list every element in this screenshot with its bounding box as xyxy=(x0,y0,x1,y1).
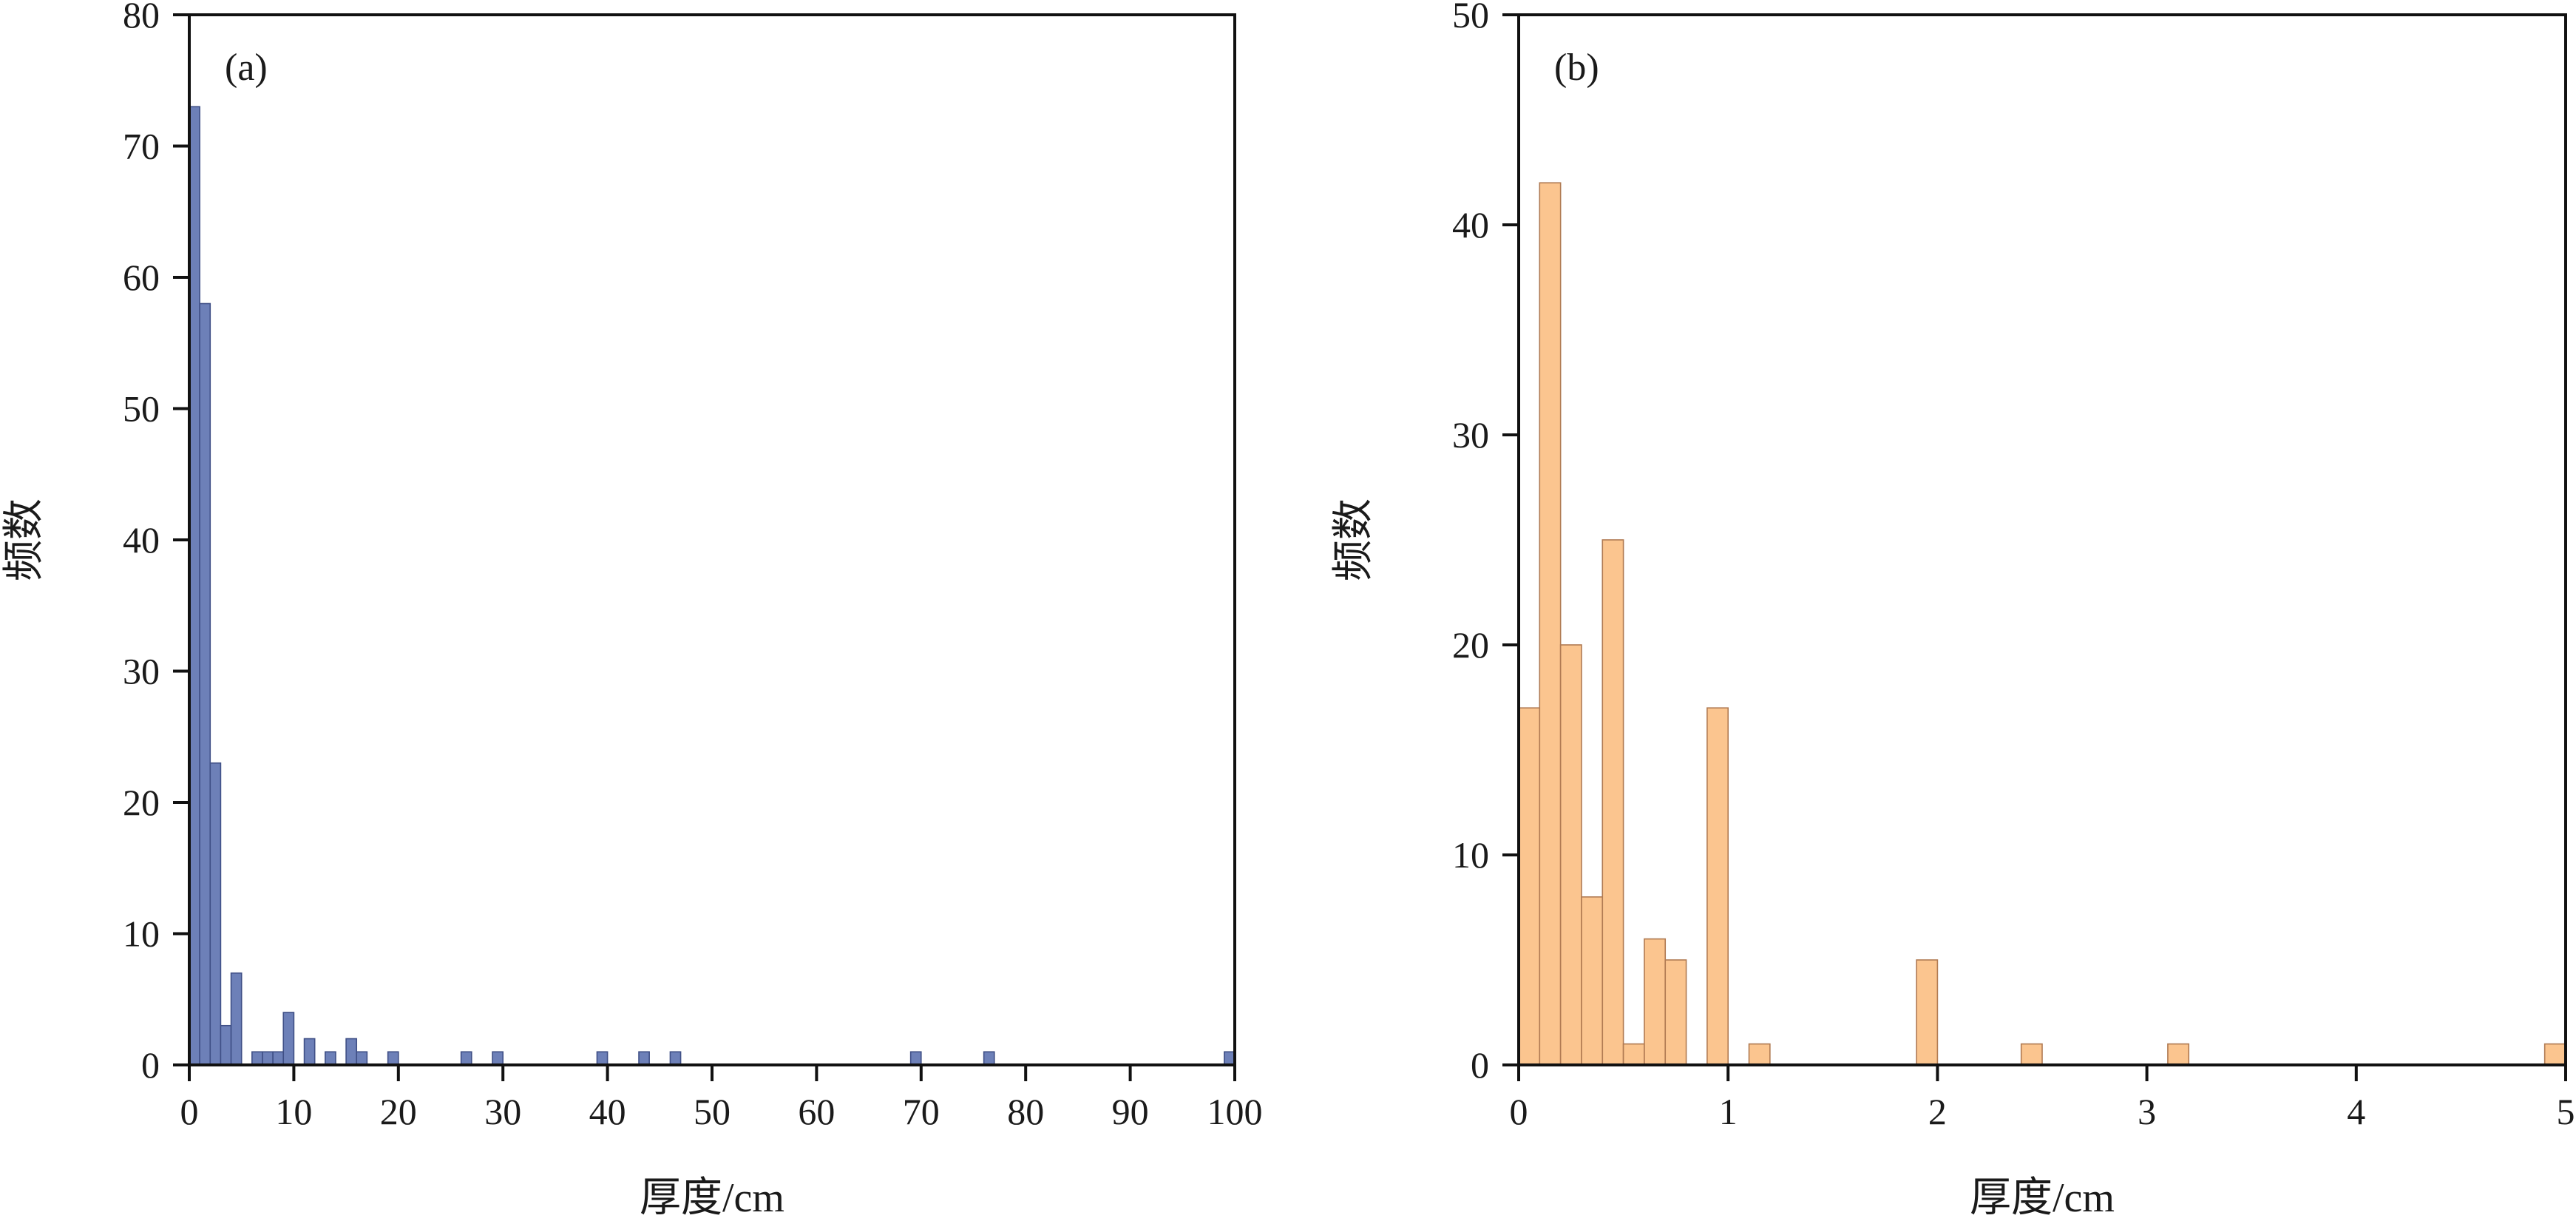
histogram-bar xyxy=(387,1051,399,1066)
x-tick-label: 10 xyxy=(275,1091,312,1132)
x-tick-label: 50 xyxy=(694,1091,731,1132)
histogram-bar xyxy=(1224,1051,1236,1066)
histogram-bar xyxy=(220,1024,232,1066)
x-tick-label: 90 xyxy=(1112,1091,1149,1132)
x-tick-label: 20 xyxy=(380,1091,417,1132)
histogram-bar xyxy=(460,1051,472,1066)
histogram-bar xyxy=(1916,959,1939,1066)
histogram-bar xyxy=(356,1051,368,1066)
x-tick-label: 4 xyxy=(2347,1091,2365,1132)
histogram-bar xyxy=(1518,707,1541,1066)
y-tick-label: 50 xyxy=(1452,0,1489,35)
y-tick-label: 70 xyxy=(123,126,160,167)
histogram-bar xyxy=(282,1012,295,1066)
histogram-bar xyxy=(669,1051,682,1066)
histogram-bar xyxy=(1622,1043,1645,1066)
x-tick-label: 3 xyxy=(2138,1091,2156,1132)
panel-label: (a) xyxy=(225,47,268,89)
histogram-bar xyxy=(209,762,222,1066)
plot-frame xyxy=(188,13,1236,1066)
y-tick-label: 30 xyxy=(123,651,160,692)
plot-frame xyxy=(1517,13,2567,1066)
panel-label: (b) xyxy=(1554,47,1599,89)
y-axis-label: 频数 xyxy=(1331,498,1377,581)
panel-a: 0 10 20 30 40 50 60 70 80 90 100 0 10 20 30 40 50 60 70 80 (… xyxy=(1,0,1263,1221)
y-tick-label: 10 xyxy=(1452,834,1489,876)
histogram-bar xyxy=(345,1038,358,1066)
y-tick-label: 10 xyxy=(123,913,160,955)
y-tick-label: 40 xyxy=(1452,204,1489,246)
x-tick-label: 100 xyxy=(1207,1091,1263,1132)
x-axis-label: 厚度/cm xyxy=(1970,1175,2115,1221)
y-tick-label: 20 xyxy=(123,782,160,823)
y-axis-label: 频数 xyxy=(1,498,47,581)
y-tick-label: 0 xyxy=(1471,1044,1489,1086)
histogram-bar xyxy=(1644,938,1667,1066)
x-tick-label: 80 xyxy=(1007,1091,1044,1132)
x-tick-label: 40 xyxy=(589,1091,626,1132)
y-tick-label: 50 xyxy=(123,388,160,430)
histogram-bar xyxy=(2543,1043,2566,1066)
y-tick-label: 30 xyxy=(1452,414,1489,456)
histogram-bar xyxy=(262,1051,274,1066)
y-tick-label: 20 xyxy=(1452,624,1489,666)
x-tick-label: 60 xyxy=(798,1091,835,1132)
histogram-bar xyxy=(251,1051,263,1066)
y-tick-label: 0 xyxy=(141,1044,160,1086)
histogram-bar xyxy=(638,1051,650,1066)
y-tick-label: 60 xyxy=(123,257,160,298)
histogram-bar xyxy=(909,1051,922,1066)
histogram-bar xyxy=(272,1051,285,1066)
x-tick-label: 1 xyxy=(1719,1091,1738,1132)
histogram-bar xyxy=(325,1051,336,1066)
x-tick-label: 2 xyxy=(1928,1091,1947,1132)
histogram-bar xyxy=(1581,896,1604,1066)
x-tick-label: 0 xyxy=(180,1091,199,1132)
histogram-bar xyxy=(189,106,200,1066)
x-tick-label: 70 xyxy=(903,1091,940,1132)
histogram-bar xyxy=(1539,182,1562,1066)
histogram-bar xyxy=(1559,644,1582,1066)
histogram-bar xyxy=(1706,707,1729,1066)
histogram-bar xyxy=(1748,1043,1771,1066)
histogram-bar xyxy=(230,972,243,1066)
histogram-bar xyxy=(303,1038,316,1066)
x-axis-label: 厚度/cm xyxy=(640,1175,784,1221)
y-tick-label: 80 xyxy=(123,0,160,35)
x-tick-label: 0 xyxy=(1510,1091,1528,1132)
histogram-bar xyxy=(2167,1043,2190,1066)
histogram-bar xyxy=(1601,539,1624,1066)
histogram-bar xyxy=(596,1051,609,1066)
histogram-bar xyxy=(492,1051,504,1066)
histogram-bar xyxy=(1664,959,1687,1066)
x-tick-label: 5 xyxy=(2557,1091,2575,1132)
histogram-bar xyxy=(2020,1043,2043,1066)
y-tick-label: 40 xyxy=(123,519,160,561)
x-tick-label: 30 xyxy=(484,1091,521,1132)
histogram-bar xyxy=(983,1051,995,1066)
histogram-bar xyxy=(199,302,211,1066)
